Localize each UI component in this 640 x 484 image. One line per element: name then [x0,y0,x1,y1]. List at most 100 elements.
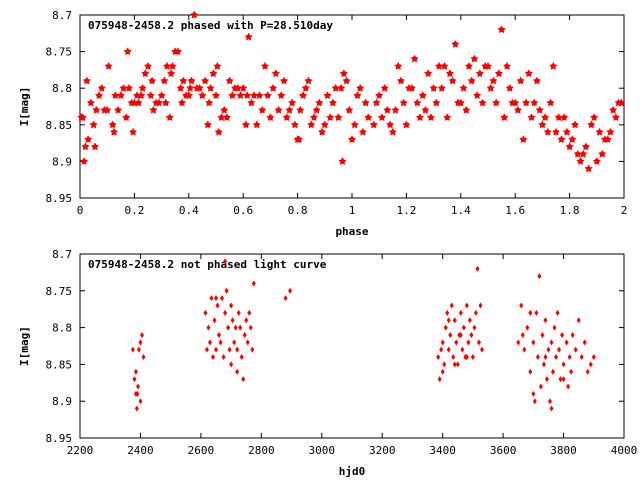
data-point [209,69,218,77]
data-point [492,98,501,107]
data-point [402,120,411,129]
data-point [440,62,449,70]
data-point [81,142,90,151]
data-point [187,76,196,85]
data-point [473,309,478,316]
data-point [123,47,132,55]
data-point [328,98,337,107]
data-point [407,84,416,92]
data-point [229,361,234,368]
data-point [225,76,234,85]
data-point [190,10,199,19]
data-point [114,105,123,114]
data-point [560,331,565,338]
data-point [348,135,356,143]
data-point [338,157,347,165]
data-point [475,265,480,272]
data-point [157,91,166,99]
data-point [280,76,288,85]
data-point [532,76,541,85]
data-point [561,361,566,368]
data-point [160,76,169,85]
data-point [489,76,498,85]
data-point [494,69,503,77]
data-point [569,368,574,375]
data-point [416,113,424,121]
data-point [466,339,471,346]
data-point [206,84,215,92]
data-point [226,324,231,331]
data-point [443,113,452,121]
data-point [592,157,601,165]
data-point [203,120,212,129]
data-point [165,113,174,121]
data-point [215,302,220,309]
chart-title: 075948-2458.2 phased with P=28.510day [88,19,333,32]
y-tick-label: 8.9 [52,395,72,408]
data-point [454,339,459,346]
data-point [235,368,240,375]
data-point [544,376,549,383]
x-tick-label: 0.4 [179,204,199,217]
data-point [80,157,89,165]
data-point [176,84,185,92]
data-point [469,331,474,338]
data-point [241,120,250,129]
data-point [244,317,249,324]
data-point [250,346,255,353]
data-point [535,354,540,361]
data-point [213,62,222,70]
data-point [84,135,93,143]
data-point [459,84,468,92]
data-point [541,113,550,121]
data-point [437,84,446,92]
data-point [339,69,348,77]
data-point [440,339,445,346]
data-point [516,339,521,346]
data-point [567,354,572,361]
data-point [92,105,101,114]
x-tick-label: 2400 [127,444,154,457]
y-axis-label: I[mag] [18,326,31,366]
data-point [243,91,252,99]
data-point [161,98,170,107]
data-point [184,91,193,99]
data-point [136,383,141,390]
data-point [449,302,454,309]
data-point [442,361,447,368]
data-point [464,302,469,309]
data-point [560,113,569,121]
data-point [198,91,207,99]
data-point [550,368,555,375]
data-point [89,120,98,129]
data-point [195,84,204,92]
x-tick-label: 1 [349,204,356,217]
x-tick-label: 0.2 [124,204,144,217]
data-point [209,295,214,302]
data-point [167,69,176,77]
data-point [573,346,578,353]
data-point [399,98,408,107]
x-tick-label: 2600 [188,444,215,457]
data-point [221,354,226,361]
data-point [369,120,378,129]
data-point [528,368,533,375]
data-point [251,280,256,287]
data-point [201,76,210,85]
x-axis-label: phase [335,225,368,238]
data-point [138,398,143,405]
data-point [220,295,225,302]
chart-title: 075948-2458.2 not phased light curve [88,258,327,271]
data-point [534,309,539,316]
data-point [239,354,244,361]
data-point [513,105,522,114]
data-point [108,120,117,129]
data-point [519,135,528,143]
x-tick-label: 3800 [550,444,577,457]
data-point [528,309,533,316]
data-point [467,76,476,85]
data-point [538,120,547,129]
chart-panel-1: 0 0.2 0.4 0.6 0.8 1 1.2 1.4 1.6 1.8 2 8.7 8.75 8.8 8.8… [18,9,627,238]
